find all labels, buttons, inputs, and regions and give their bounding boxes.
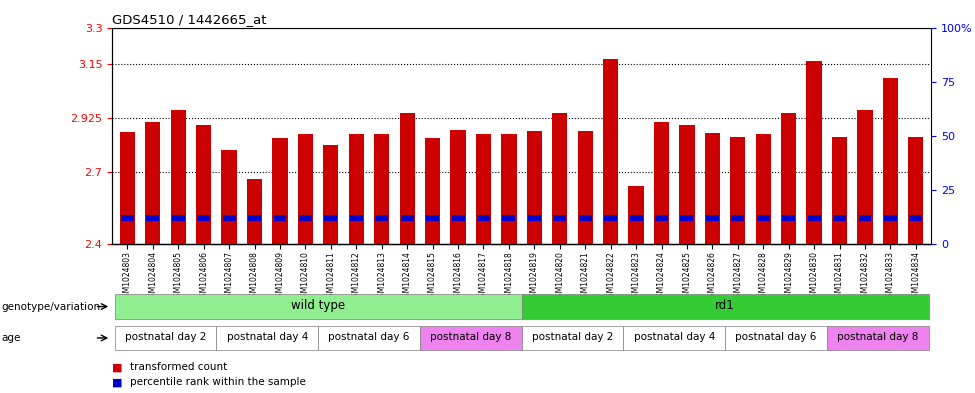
Bar xyxy=(781,113,797,244)
Bar xyxy=(247,179,262,244)
Bar xyxy=(115,294,522,319)
Bar xyxy=(325,215,337,221)
Bar xyxy=(426,215,439,221)
Bar xyxy=(552,113,567,244)
Text: postnatal day 4: postnatal day 4 xyxy=(634,332,715,342)
Bar xyxy=(522,325,623,351)
Bar xyxy=(832,137,847,244)
Bar xyxy=(604,215,617,221)
Bar xyxy=(400,113,414,244)
Bar xyxy=(221,150,237,244)
Bar xyxy=(680,125,694,244)
Bar xyxy=(451,215,464,221)
Text: ■: ■ xyxy=(112,362,123,373)
Bar xyxy=(857,110,873,244)
Bar xyxy=(654,122,669,244)
Bar xyxy=(324,145,338,244)
Bar xyxy=(272,138,288,244)
Bar xyxy=(350,215,363,221)
Bar xyxy=(705,133,720,244)
Bar xyxy=(553,215,566,221)
Bar xyxy=(756,134,771,244)
Bar xyxy=(297,134,313,244)
Text: postnatal day 8: postnatal day 8 xyxy=(837,332,918,342)
Bar xyxy=(731,215,744,221)
Text: postnatal day 2: postnatal day 2 xyxy=(125,332,207,342)
Bar xyxy=(833,215,846,221)
Bar xyxy=(477,215,490,221)
Bar xyxy=(629,186,644,244)
Bar xyxy=(909,137,923,244)
Bar xyxy=(115,325,216,351)
Bar xyxy=(274,215,287,221)
Text: postnatal day 8: postnatal day 8 xyxy=(430,332,512,342)
Bar xyxy=(706,215,719,221)
Bar xyxy=(420,325,522,351)
Bar xyxy=(501,134,517,244)
Bar xyxy=(757,215,769,221)
Bar xyxy=(782,215,796,221)
Text: postnatal day 2: postnatal day 2 xyxy=(531,332,613,342)
Bar xyxy=(450,130,466,244)
Text: ■: ■ xyxy=(112,377,123,387)
Bar xyxy=(476,134,491,244)
Bar xyxy=(577,131,593,244)
Bar xyxy=(120,132,135,244)
Bar xyxy=(603,59,618,244)
Text: GDS4510 / 1442665_at: GDS4510 / 1442665_at xyxy=(112,13,266,26)
Bar xyxy=(655,215,668,221)
Text: genotype/variation: genotype/variation xyxy=(1,301,100,312)
Bar xyxy=(502,215,516,221)
Bar xyxy=(248,215,261,221)
Text: transformed count: transformed count xyxy=(130,362,227,373)
Bar xyxy=(579,215,592,221)
Bar xyxy=(172,215,184,221)
Bar xyxy=(630,215,643,221)
Bar xyxy=(806,61,822,244)
Bar xyxy=(197,215,211,221)
Bar xyxy=(859,215,872,221)
Text: wild type: wild type xyxy=(292,299,345,312)
Bar xyxy=(527,215,541,221)
Text: percentile rank within the sample: percentile rank within the sample xyxy=(130,377,305,387)
Text: postnatal day 4: postnatal day 4 xyxy=(226,332,308,342)
Bar xyxy=(882,78,898,244)
Bar xyxy=(171,110,186,244)
Bar xyxy=(299,215,312,221)
Bar xyxy=(374,134,389,244)
Bar xyxy=(401,215,413,221)
Bar xyxy=(884,215,897,221)
Text: rd1: rd1 xyxy=(716,299,735,312)
Text: postnatal day 6: postnatal day 6 xyxy=(329,332,410,342)
Bar xyxy=(375,215,388,221)
Bar xyxy=(681,215,693,221)
Text: postnatal day 6: postnatal day 6 xyxy=(735,332,817,342)
Bar xyxy=(121,215,134,221)
Bar xyxy=(730,137,746,244)
Bar xyxy=(910,215,922,221)
Bar xyxy=(522,294,928,319)
Bar xyxy=(349,134,364,244)
Bar xyxy=(725,325,827,351)
Bar xyxy=(222,215,236,221)
Bar xyxy=(807,215,821,221)
Bar xyxy=(196,125,212,244)
Bar xyxy=(425,138,441,244)
Bar xyxy=(216,325,318,351)
Text: age: age xyxy=(1,333,20,343)
Bar xyxy=(623,325,725,351)
Bar xyxy=(827,325,928,351)
Bar xyxy=(146,215,159,221)
Bar xyxy=(526,131,542,244)
Bar xyxy=(145,122,161,244)
Bar xyxy=(318,325,420,351)
